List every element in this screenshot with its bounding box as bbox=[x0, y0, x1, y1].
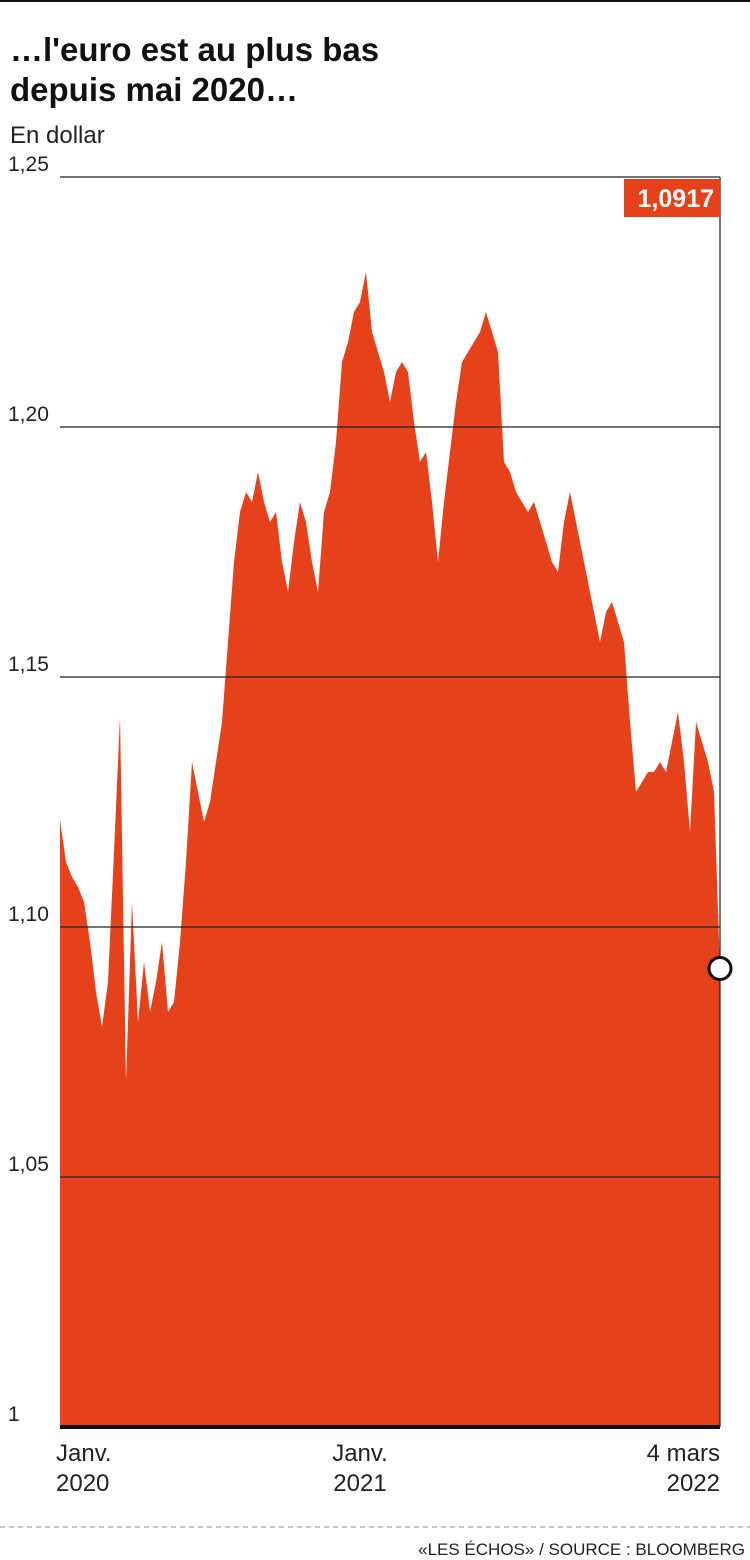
x-tick-label: 4 mars 2022 bbox=[647, 1440, 720, 1497]
y-tick-label: 1,25 bbox=[8, 153, 49, 176]
x-tick-label-line: 4 mars bbox=[647, 1440, 720, 1467]
x-tick-label: Janv. 2021 bbox=[332, 1440, 388, 1497]
chart-title: …l'euro est au plus bas depuis mai 2020… bbox=[10, 31, 380, 108]
chart-subtitle: En dollar bbox=[10, 122, 105, 149]
x-tick-label-line: Janv. bbox=[56, 1440, 112, 1467]
y-tick-label: 1,10 bbox=[8, 903, 49, 926]
source: «LES ÉCHOS» / SOURCE : BLOOMBERG bbox=[418, 1540, 745, 1559]
end-point bbox=[707, 956, 733, 981]
y-tick-label: 1,20 bbox=[8, 403, 49, 426]
area bbox=[60, 272, 720, 1427]
y-tick-label: 1,05 bbox=[8, 1153, 49, 1176]
y-tick-label: 1 bbox=[8, 1403, 20, 1426]
x-tick-label-line: 2021 bbox=[333, 1470, 386, 1497]
x-tick-label-line: Janv. bbox=[332, 1440, 388, 1467]
value-label-box bbox=[624, 179, 720, 217]
y-tick-label: 1,15 bbox=[8, 653, 49, 676]
value-label: 1,0917 bbox=[638, 185, 714, 213]
x-tick-label: Janv. 2020 bbox=[56, 1440, 112, 1497]
x-tick-label-line: 2020 bbox=[56, 1470, 109, 1497]
x-tick-label-line: 2022 bbox=[667, 1470, 720, 1497]
